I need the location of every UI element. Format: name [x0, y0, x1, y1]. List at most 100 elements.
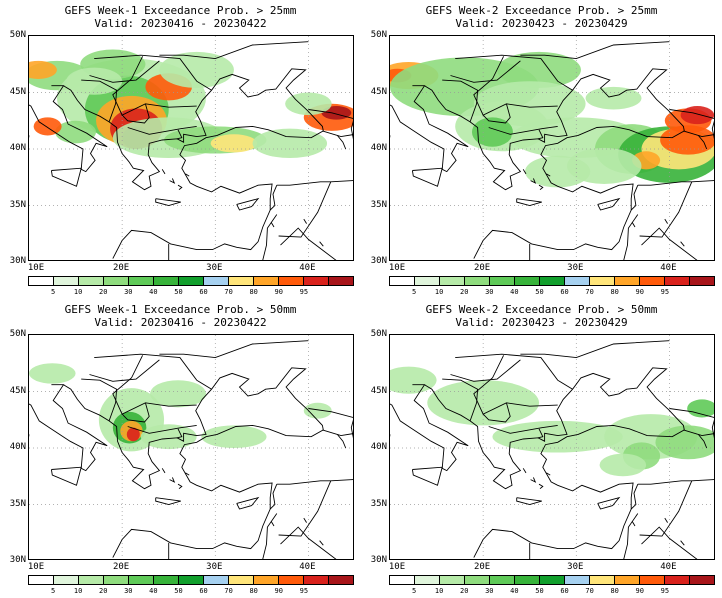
- coastline: [664, 218, 668, 224]
- coastline: [680, 241, 685, 247]
- lon-tick-label: 20E: [473, 562, 491, 572]
- colorbar-label: 90: [635, 587, 644, 595]
- colorbar-label: 80: [249, 288, 258, 296]
- colorbar-label: 70: [224, 288, 233, 296]
- probability-contour: [427, 380, 540, 426]
- coastline: [424, 367, 685, 558]
- coastline: [680, 540, 685, 546]
- colorbar: [28, 276, 354, 286]
- colorbar-swatch: [515, 576, 540, 584]
- coastline: [697, 135, 708, 150]
- coastline: [336, 434, 347, 449]
- lon-tick-label: 10E: [388, 263, 406, 273]
- colorbar-label: 90: [635, 288, 644, 296]
- colorbar-swatch: [640, 576, 665, 584]
- probability-contour: [390, 366, 437, 394]
- colorbar-label: 60: [560, 288, 569, 296]
- probability-contour: [585, 86, 642, 110]
- colorbar-swatch: [279, 277, 304, 285]
- panel-title: GEFS Week-1 Exceedance Prob. > 50mm: [64, 303, 297, 316]
- probability-contour: [471, 117, 513, 147]
- coastline: [683, 429, 714, 437]
- lon-tick-label: 20E: [473, 263, 491, 273]
- map-panel-week1-25mm: GEFS Week-1 Exceedance Prob. > 25mm Vali…: [0, 0, 361, 299]
- lat-tick-label: 30N: [9, 555, 26, 565]
- panel-valid-dates: Valid: 20230423 - 20230429: [455, 316, 628, 329]
- lat-tick-label: 45N: [370, 385, 387, 396]
- coastline: [121, 103, 150, 124]
- colorbar-label: 5: [411, 288, 417, 296]
- lat-tick-label: 45N: [9, 385, 26, 396]
- coastline: [322, 130, 353, 138]
- lat-tick-label: 40N: [370, 143, 387, 153]
- coastline: [350, 419, 353, 439]
- lat-tick-label: 50N: [9, 30, 26, 40]
- colorbar-swatch: [540, 576, 565, 584]
- colorbar-label: 50: [174, 288, 183, 296]
- coastline: [270, 222, 275, 228]
- map-panel-week1-50mm: GEFS Week-1 Exceedance Prob. > 50mm Vali…: [0, 299, 361, 598]
- coastline: [89, 359, 160, 382]
- coastline: [161, 169, 166, 175]
- coastline: [455, 353, 573, 390]
- lat-tick-label: 30N: [370, 256, 387, 266]
- colorbar-swatch: [640, 277, 665, 285]
- lon-tick-label: 40E: [660, 562, 677, 572]
- colorbar-label: 30: [485, 587, 494, 595]
- lat-tick-label: 35N: [9, 199, 26, 210]
- coastline: [269, 185, 278, 211]
- colorbar-swatch: [665, 277, 690, 285]
- coastline: [176, 129, 183, 140]
- coastline: [623, 214, 639, 260]
- coastline: [597, 197, 621, 211]
- coastline: [482, 402, 511, 423]
- lon-tick-label: 10E: [27, 263, 45, 273]
- colorbar-label: 10: [434, 587, 444, 595]
- coastline: [278, 181, 332, 238]
- probability-contour: [599, 453, 647, 477]
- colorbar-swatch: [665, 576, 690, 584]
- colorbar-swatch: [615, 576, 640, 584]
- coastline: [177, 483, 183, 490]
- probability-contour: [680, 106, 714, 125]
- panel-title: GEFS Week-2 Exceedance Prob. > 25mm: [425, 4, 658, 17]
- coastline: [390, 85, 469, 173]
- coastline: [641, 227, 698, 260]
- coastline: [442, 79, 479, 123]
- colorbar: [389, 575, 715, 585]
- coastline: [664, 517, 668, 523]
- lon-tick-label: 30E: [567, 263, 584, 273]
- coastline: [308, 408, 353, 418]
- coastline: [488, 125, 558, 135]
- probability-contour: [210, 134, 258, 153]
- coastline: [159, 41, 309, 60]
- lat-tick-label: 30N: [9, 256, 26, 266]
- colorbar-label: 80: [610, 288, 619, 296]
- colorbar-swatch: [29, 277, 54, 285]
- colorbar-label: 20: [460, 288, 469, 296]
- coastline: [623, 513, 639, 559]
- coastline: [530, 477, 537, 483]
- coastline: [236, 496, 260, 510]
- coastline: [538, 184, 544, 191]
- coastline: [177, 184, 183, 191]
- probability-contour: [150, 380, 206, 408]
- colorbar-swatch: [590, 277, 615, 285]
- coastline: [169, 477, 176, 483]
- probability-contour: [525, 155, 591, 188]
- colorbar-label: 70: [585, 587, 594, 595]
- coastline: [50, 167, 82, 187]
- lat-tick-label: 35N: [370, 199, 387, 210]
- lat-tick-label: 40N: [9, 143, 26, 153]
- coastline: [450, 60, 521, 83]
- colorbar-swatch: [254, 576, 279, 584]
- colorbar-swatch: [179, 277, 204, 285]
- probability-contour: [33, 117, 62, 136]
- colorbar-swatch: [54, 576, 79, 584]
- colorbar-label: 60: [199, 288, 208, 296]
- coastline: [697, 434, 708, 449]
- colorbar-swatch: [104, 576, 129, 584]
- panel-valid-dates: Valid: 20230416 - 20230422: [94, 316, 267, 329]
- colorbar-swatch: [490, 277, 515, 285]
- probability-contour: [29, 363, 76, 384]
